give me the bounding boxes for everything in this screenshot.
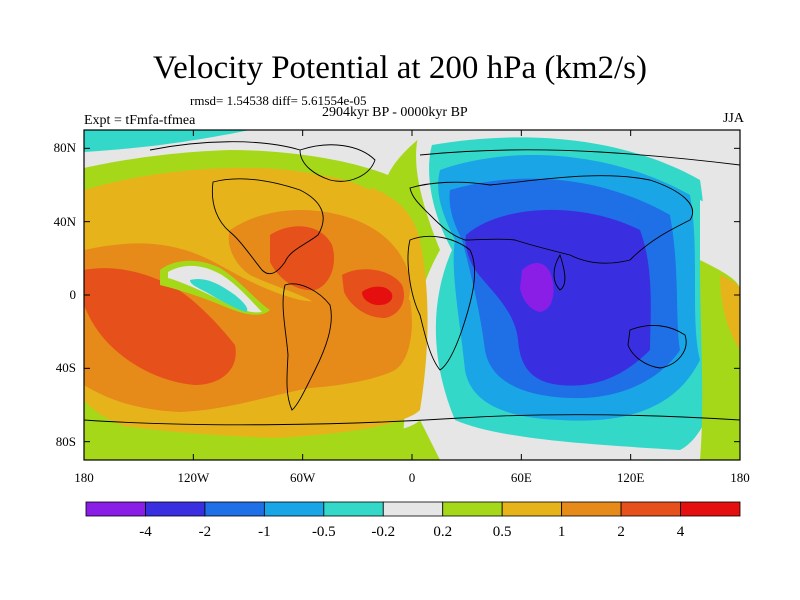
colorbar-label: 0.2 xyxy=(433,524,453,540)
experiment-label: Expt = tFmfa-tfmea xyxy=(84,113,196,128)
colorbar-swatch xyxy=(204,501,265,517)
contour-field xyxy=(84,130,740,460)
colorbar-label: 1 xyxy=(557,524,566,540)
y-tick-label: 80N xyxy=(53,140,76,156)
colorbar xyxy=(85,501,741,517)
contour-band-arctic-negative xyxy=(84,130,250,152)
x-tick-label: 180 xyxy=(730,470,750,485)
period-label: 2904kyr BP - 0000kyr BP xyxy=(322,105,468,120)
x-tick-label: 60W xyxy=(290,470,316,485)
colorbar-swatch xyxy=(561,501,622,517)
colorbar-label: -4 xyxy=(139,524,152,540)
contour-band-max xyxy=(362,286,393,306)
colorbar-label: -2 xyxy=(198,524,212,540)
colorbar-label: 4 xyxy=(676,524,685,540)
y-tick-label: 80S xyxy=(55,433,76,449)
x-tick-label: 0 xyxy=(408,470,416,485)
y-tick-label: 40N xyxy=(53,213,76,229)
x-tick-label: 120E xyxy=(616,470,645,485)
map-title: Velocity Potential at 200 hPa (km2/s) xyxy=(152,50,648,86)
x-tick-label: 60E xyxy=(510,470,532,485)
colorbar-label: 0.5 xyxy=(492,524,512,540)
contour-band-pacific-negative xyxy=(190,278,248,312)
season-label: JJA xyxy=(722,111,744,126)
colorbar-swatch xyxy=(382,501,444,517)
contour-band-east-plus-1 xyxy=(720,275,740,350)
contour-band-antarctic-positive xyxy=(84,420,440,460)
contour-band-plus-4-north xyxy=(270,226,335,291)
colorbar-label: -0.2 xyxy=(371,524,396,540)
y-tick-label: 40S xyxy=(55,360,76,376)
colorbar-label: 2 xyxy=(617,524,625,540)
y-tick-label: 0 xyxy=(69,287,77,302)
contour-band-plus-4-southwest xyxy=(84,268,236,385)
contour-band-minus-2 xyxy=(465,209,651,386)
x-tick-label: 120W xyxy=(177,470,210,485)
colorbar-swatch xyxy=(620,501,681,517)
colorbar-label: -1 xyxy=(258,524,271,540)
colorbar-swatch xyxy=(263,501,325,517)
colorbar-swatch xyxy=(442,501,503,517)
colorbar-label: -0.5 xyxy=(311,524,336,540)
colorbar-swatch xyxy=(323,501,384,517)
colorbar-swatch xyxy=(85,501,146,517)
stats-line: rmsd= 1.54538 diff= 5.61554e-05 xyxy=(190,93,367,108)
colorbar-swatch xyxy=(680,501,741,517)
colorbar-swatch xyxy=(145,501,206,517)
axis-ticks xyxy=(83,130,741,460)
coastlines xyxy=(84,141,740,426)
contour-band-minus-4 xyxy=(520,263,554,312)
x-tick-label: 180 xyxy=(74,470,94,485)
colorbar-swatch xyxy=(501,501,563,517)
